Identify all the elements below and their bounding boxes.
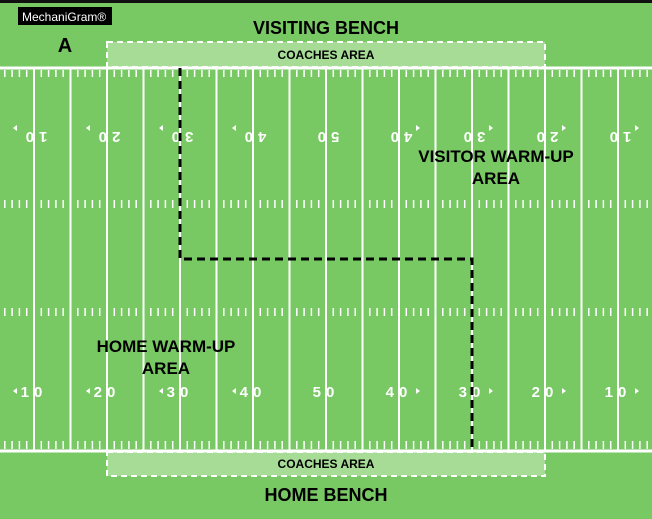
yard-number-top: 50 — [313, 128, 340, 145]
logo-text: MechaniGram® — [22, 10, 106, 24]
warmup-divider-line — [178, 68, 474, 451]
yard-number-top: 10 — [21, 128, 48, 145]
direction-arrow-icon — [232, 388, 236, 394]
yard-number-bottom: 30 — [459, 384, 486, 401]
coaches-area-top — [106, 41, 546, 68]
yard-number-top: 20 — [94, 128, 121, 145]
direction-arrow-icon — [635, 388, 639, 394]
diagram-label: A — [58, 35, 72, 57]
coaches-area-top-label: COACHES AREA — [278, 48, 375, 62]
yard-number-top: 20 — [532, 128, 559, 145]
direction-arrow-icon — [13, 125, 17, 131]
direction-arrow-icon — [13, 388, 17, 394]
home-bench-label: HOME BENCH — [264, 485, 387, 505]
home-warmup-label-line1: HOME WARM-UP — [97, 337, 236, 356]
logo-badge — [18, 7, 112, 25]
direction-arrow-icon — [159, 388, 163, 394]
direction-arrow-icon — [86, 388, 90, 394]
visitor-warmup-label-line2: AREA — [472, 169, 520, 188]
yard-number-bottom: 50 — [313, 384, 340, 401]
visiting-bench-label: VISITING BENCH — [253, 18, 399, 38]
visitor-warmup-label-line1: VISITOR WARM-UP — [418, 147, 574, 166]
yard-number-bottom: 10 — [21, 384, 48, 401]
top-border — [0, 0, 652, 3]
yard-number-bottom: 40 — [240, 384, 267, 401]
yard-number-top: 40 — [240, 128, 267, 145]
direction-arrow-icon — [86, 125, 90, 131]
yard-number-bottom: 20 — [94, 384, 121, 401]
yard-number-bottom: 30 — [167, 384, 194, 401]
direction-arrow-icon — [489, 125, 493, 131]
coaches-area-bottom-label: COACHES AREA — [278, 457, 375, 471]
yard-number-bottom: 10 — [605, 384, 632, 401]
hash-marks — [4, 70, 648, 449]
direction-arrow-icon — [232, 125, 236, 131]
direction-arrow-icon — [416, 388, 420, 394]
yard-number-top: 30 — [459, 128, 486, 145]
home-warmup-label-line2: AREA — [142, 359, 190, 378]
direction-arrow-icon — [489, 388, 493, 394]
yard-number-top: 10 — [605, 128, 632, 145]
yard-number-top: 40 — [386, 128, 413, 145]
direction-arrow-icon — [416, 125, 420, 131]
yard-number-bottom: 40 — [386, 384, 413, 401]
direction-arrow-icon — [635, 125, 639, 131]
direction-arrow-icon — [562, 125, 566, 131]
yard-number-bottom: 20 — [532, 384, 559, 401]
coaches-area-bottom — [106, 451, 546, 477]
direction-arrow-icon — [562, 388, 566, 394]
direction-arrow-icon — [159, 125, 163, 131]
